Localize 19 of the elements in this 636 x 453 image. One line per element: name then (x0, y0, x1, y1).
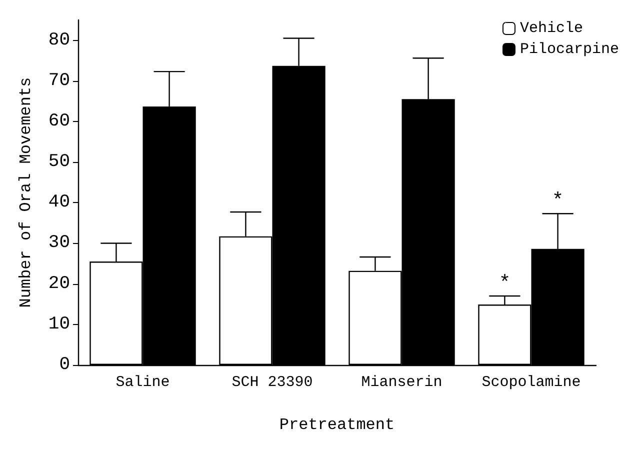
y-tick-label: 10 (48, 314, 70, 334)
y-tick-label: 40 (48, 192, 70, 213)
y-tick-label: 80 (48, 30, 70, 50)
annotation: * (552, 190, 564, 214)
legend-label: Pilocarpine (520, 41, 620, 58)
x-tick-label: Mianserin (361, 374, 442, 391)
y-tick-label: 60 (48, 111, 70, 132)
x-tick-label: Scopolamine (482, 374, 581, 391)
x-tick-label: Saline (116, 374, 170, 391)
y-tick-label: 70 (48, 70, 70, 91)
y-tick-label: 30 (48, 233, 70, 254)
annotation: * (498, 272, 511, 296)
y-tick-label: 50 (48, 152, 70, 172)
legend-label: Vehicle (520, 20, 583, 37)
y-axis-title: Number of Oral Movements (17, 77, 35, 308)
x-axis-title: Pretreatment (279, 416, 395, 434)
y-tick-label: 20 (48, 274, 70, 294)
y-tick-label: 0 (59, 355, 70, 375)
x-tick-label: SCH 23390 (232, 374, 313, 391)
